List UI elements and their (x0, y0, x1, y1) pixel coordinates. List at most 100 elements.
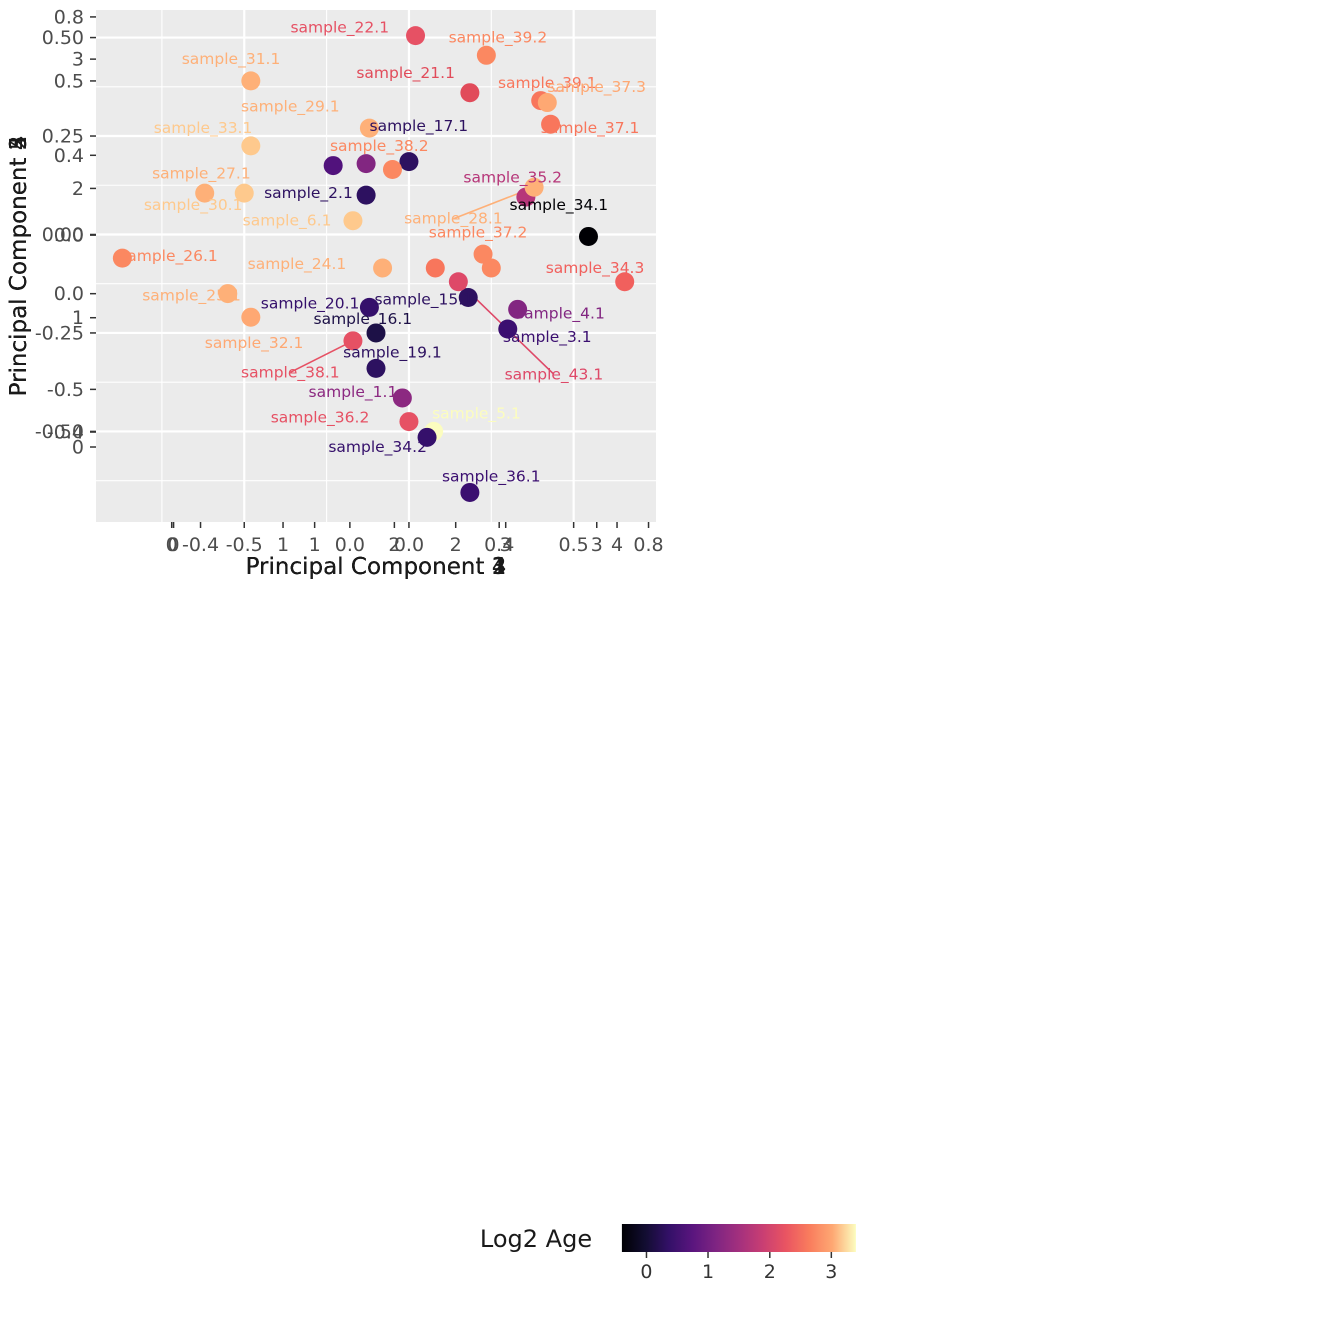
colorbar: 0 1 2 3 (614, 1222, 864, 1290)
y-axis-title: Principal Component 5 (6, 136, 32, 397)
legend-tick-label: 3 (825, 1261, 837, 1283)
y-tick-label: 0 (72, 437, 84, 459)
label-sample_34.3: sample_34.3 (546, 259, 645, 278)
label-sample_15.1: sample_15.1 (374, 290, 473, 309)
point-sample_31.1 (241, 71, 261, 91)
label-sample_39.2: sample_39.2 (449, 29, 548, 48)
label-sample_37.1: sample_37.1 (541, 119, 640, 138)
point-sample_36.1 (460, 482, 480, 502)
label-sample_37.3: sample_37.3 (547, 78, 646, 97)
scatter-panel-pc4-pc5: -0.5 0.0 0.5 -0.50 -0.25 0.00 0.25 0.50 sample_2… (0, 0, 672, 588)
label-sample_37.2: sample_37.2 (429, 224, 528, 243)
point-sample_39.2 (476, 45, 496, 65)
label-sample_1.1: sample_1.1 (309, 383, 398, 402)
label-sample_39.1: sample_39.1 (498, 74, 597, 93)
label-sample_19.1: sample_19.1 (343, 344, 442, 363)
colorbar-legend: Log2 Age 0 1 2 3 (480, 1222, 864, 1290)
y-axis-title: Principal Component 3 (6, 136, 32, 397)
point-sample_37.2 (473, 244, 493, 264)
legend-tick-label: 1 (702, 1261, 714, 1283)
x-tick-label: 1 (309, 534, 321, 556)
point-sample_29.1 (359, 118, 379, 138)
point-sample_2.1 (356, 185, 376, 205)
point-sample_17.1 (399, 152, 419, 172)
point-sample_34.2 (417, 427, 437, 447)
x-tick-label: 0.4 (484, 534, 514, 556)
label-sample_38.2: sample_38.2 (330, 137, 429, 156)
y-tick-label: 2 (72, 178, 84, 200)
label-sample_27.1: sample_27.1 (152, 164, 251, 183)
x-tick-label: 2 (388, 534, 400, 556)
label-sample_34.1: sample_34.1 (510, 196, 609, 215)
x-tick-label: -0.4 (182, 534, 219, 556)
point-sample_26.1 (112, 248, 132, 268)
x-tick-label: 2 (450, 534, 462, 556)
point-sample_6.1 (343, 211, 363, 231)
y-tick-label: 0.25 (42, 126, 84, 148)
point-sample_21.1 (460, 83, 480, 103)
label-sample_21.1: sample_21.1 (356, 64, 455, 83)
point-sample_43.1 (448, 272, 468, 292)
point-sample_19.1 (366, 358, 386, 378)
label-sample_17.1: sample_17.1 (370, 117, 469, 136)
label-sample_25.1: sample_25.1 (142, 287, 241, 306)
label-sample_29.1: sample_29.1 (241, 97, 340, 116)
point-sample_37.3 (537, 93, 557, 113)
x-tick-label: -0.5 (226, 534, 263, 556)
point-sample_32.1 (241, 307, 261, 327)
x-axis-title: Principal Component 1 (246, 554, 507, 580)
colorbar-gradient (622, 1224, 857, 1252)
point-sample_22.1 (406, 26, 426, 46)
point-sample_38.1 (343, 331, 363, 351)
point-sample_34.3 (615, 272, 635, 292)
label-sample_24.1: sample_24.1 (248, 255, 347, 274)
y-tick-label: 3 (72, 49, 84, 71)
label-sample_34.2: sample_34.2 (328, 438, 427, 457)
label-sample_3.1: sample_3.1 (503, 328, 592, 347)
label-sample_28.1: sample_28.1 (404, 210, 503, 229)
label-sample_16.1: sample_16.1 (314, 310, 413, 329)
y-tick-label: 0.50 (42, 27, 84, 49)
y-tick-label: 0.5 (54, 70, 84, 92)
y-axis-title: Principal Component 2 (6, 136, 32, 397)
label-sample_35.2: sample_35.2 (463, 168, 562, 187)
x-tick-label: 0 (166, 534, 178, 556)
legend-tick-label: 2 (764, 1261, 776, 1283)
x-tick-label: 1 (277, 534, 289, 556)
x-tick-label: 3 (500, 534, 512, 556)
point-sample_37.1 (541, 114, 561, 134)
point-sample_30.1 (234, 183, 254, 203)
point-sample_25.1 (218, 284, 238, 304)
y-tick-label: 0.00 (42, 224, 84, 246)
point-sample_38.2 (382, 160, 402, 180)
point-sample_20.1 (359, 297, 379, 317)
label-leader-line (289, 340, 354, 374)
y-tick-label: -0.5 (47, 379, 84, 401)
x-tick-label: 0.5 (559, 534, 589, 556)
point-sample_4.1 (508, 299, 528, 319)
label-sample_32.1: sample_32.1 (205, 334, 304, 353)
label-sample_30.1: sample_30.1 (144, 196, 243, 215)
y-tick-label: 0.8 (54, 6, 84, 28)
label-sample_4.1: sample_4.1 (516, 304, 605, 323)
label-sample_2.1: sample_2.1 (264, 184, 353, 203)
point-sample_16.1 (366, 323, 386, 343)
y-tick-label: -0.25 (35, 322, 84, 344)
point-sample_24.1 (373, 258, 393, 278)
label-sample_36.2: sample_36.2 (271, 409, 370, 428)
y-tick-label: 0.0 (54, 225, 84, 247)
label-sample_36.1: sample_36.1 (442, 468, 541, 487)
y-tick-label: -0.50 (35, 421, 84, 443)
label-sample_33.1: sample_33.1 (154, 119, 253, 138)
point-sample_33.1 (241, 136, 261, 156)
x-tick-label: 0.0 (394, 534, 424, 556)
x-tick-label: 0.8 (633, 534, 663, 556)
point-sample_34.1 (578, 226, 598, 246)
label-sample_26.1: sample_26.1 (119, 247, 218, 266)
x-axis-title: Principal Component 2 (246, 554, 507, 580)
label-sample_43.1: sample_43.1 (505, 365, 604, 384)
label-sample_31.1: sample_31.1 (182, 50, 281, 69)
point-sample_28.1 (524, 177, 544, 197)
y-tick-label: -0.4 (47, 422, 84, 444)
x-axis-title: Principal Component 3 (246, 554, 507, 580)
